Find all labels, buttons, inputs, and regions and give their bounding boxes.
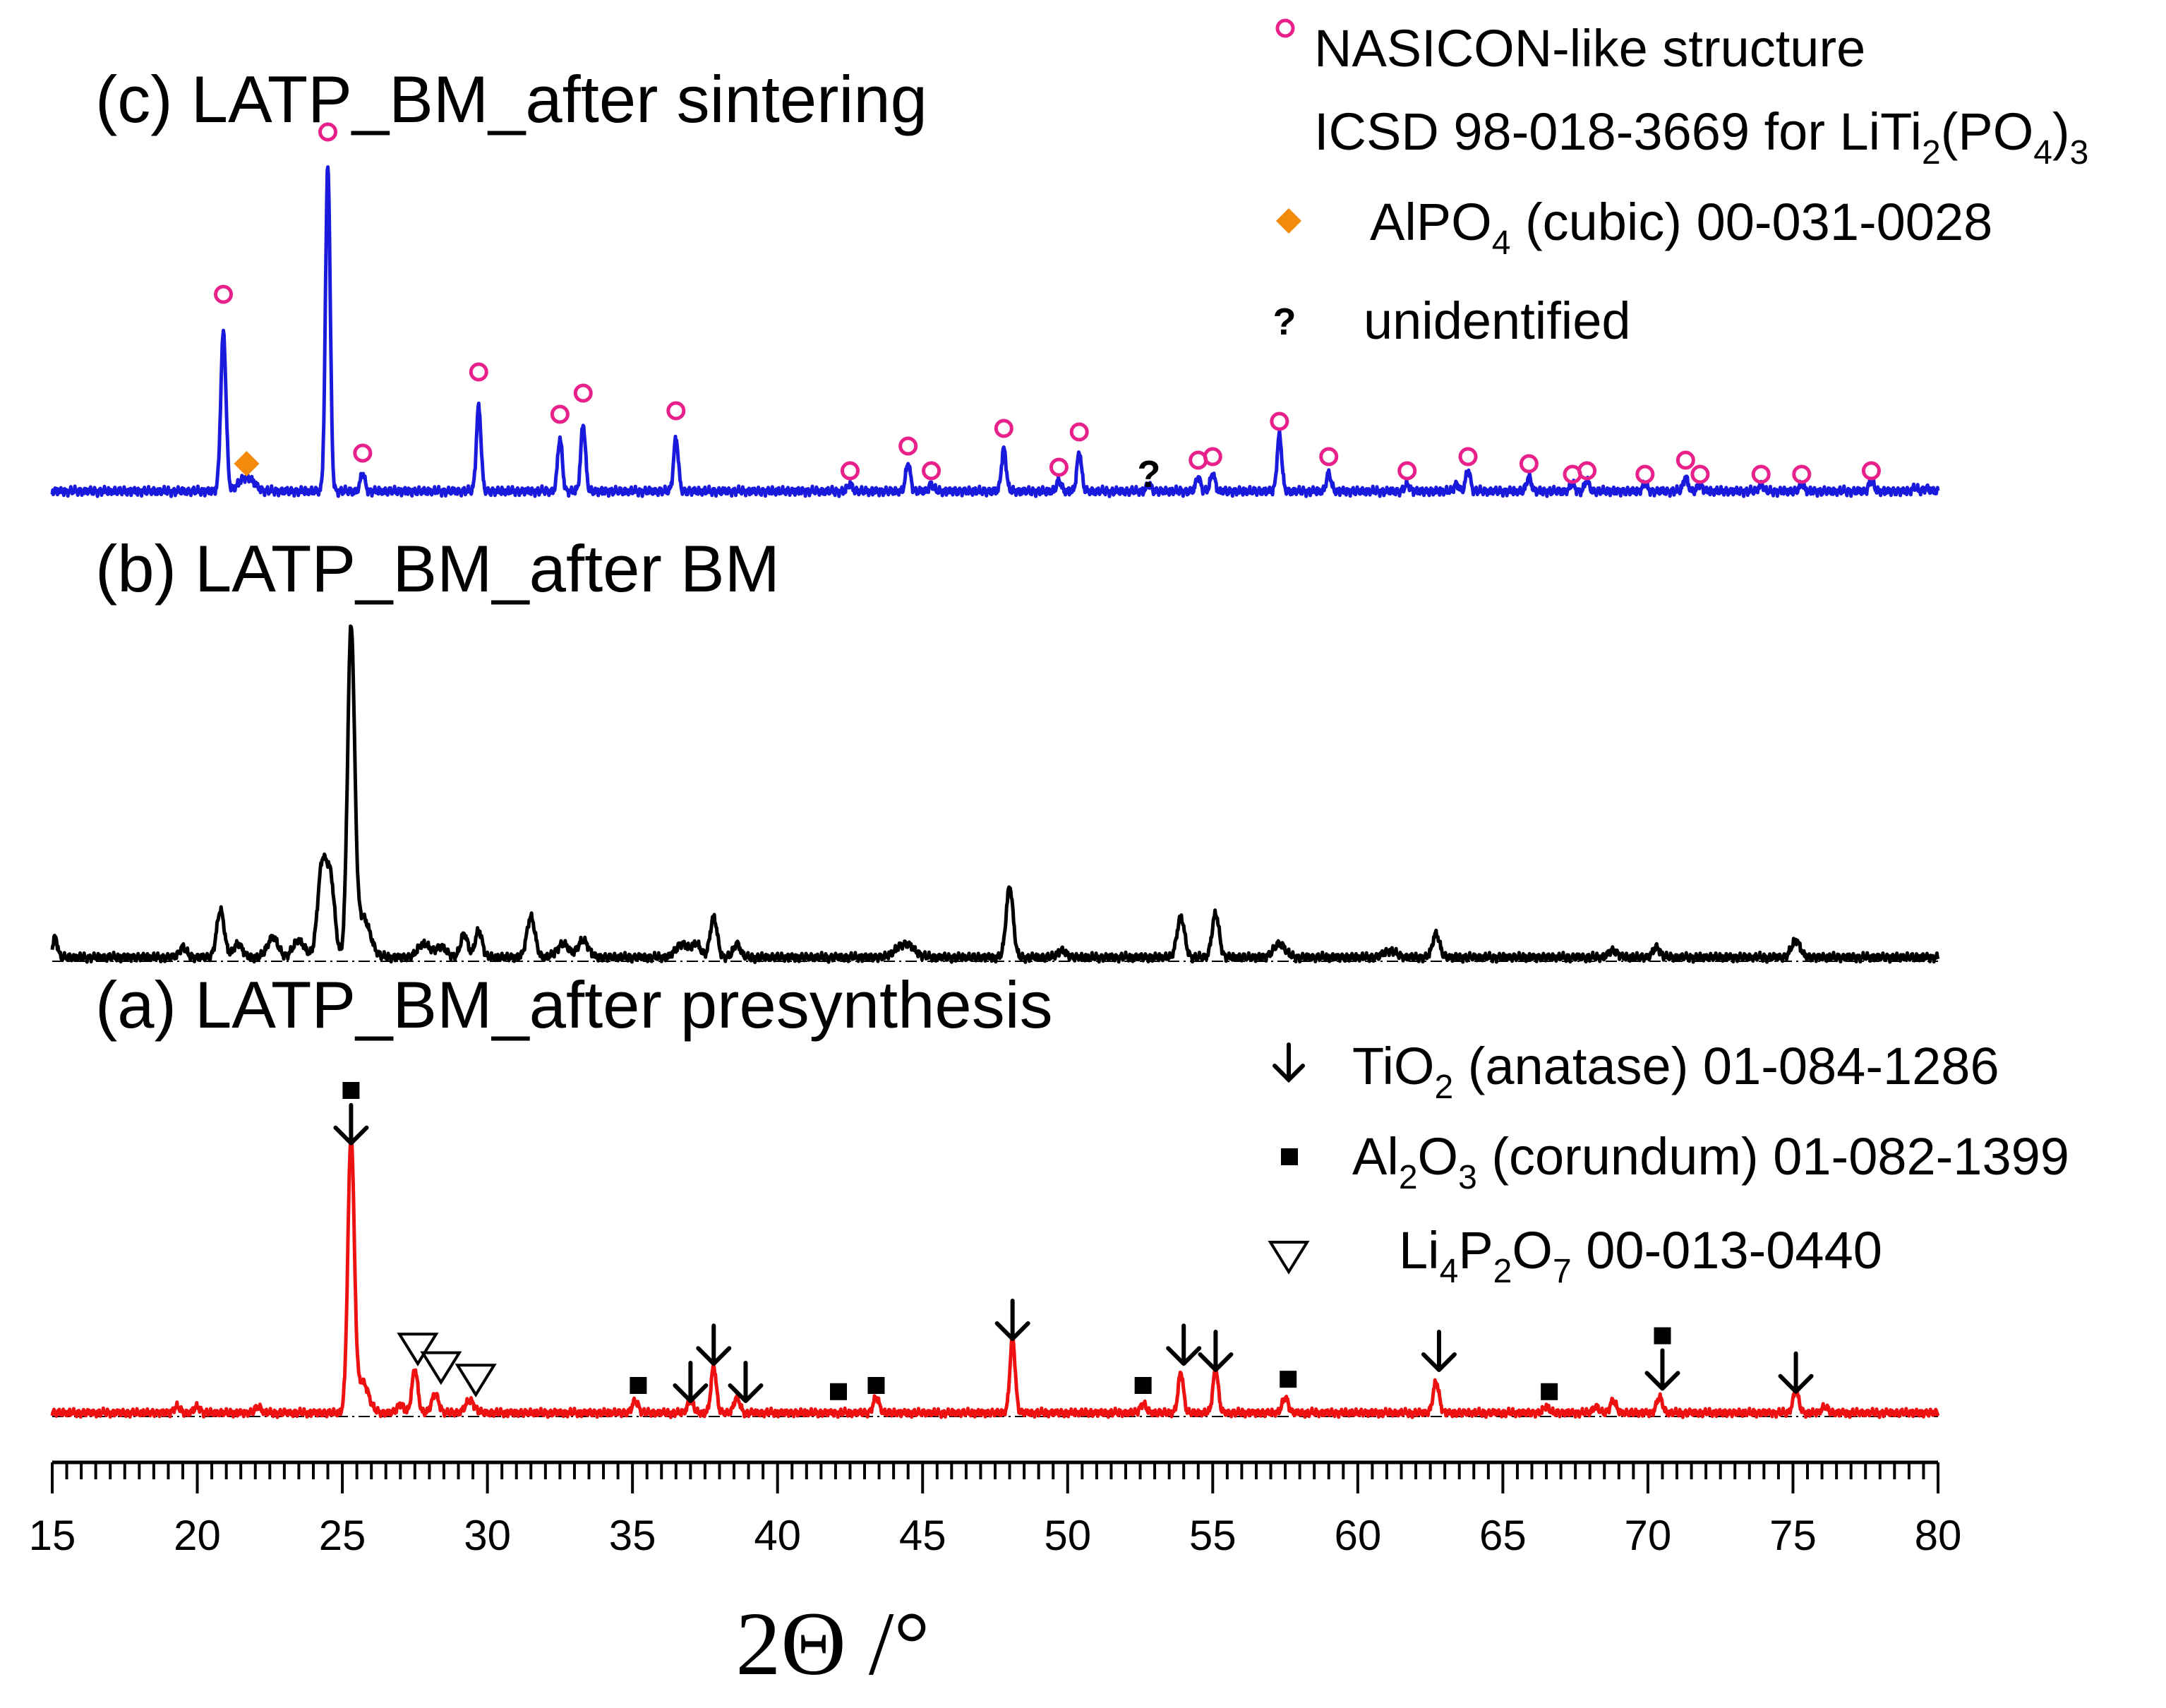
al2o3-marker	[342, 1082, 360, 1099]
legend-bottom: TiO2 (anatase) 01-084-1286 Al2O3 (corund…	[1268, 1037, 2069, 1290]
legend-li4p2o7-icon	[1268, 1241, 1310, 1275]
legend-alpo4-label: AlPO4 (cubic) 00-031-0028	[1370, 193, 1992, 262]
x-tick-label: 50	[1044, 1512, 1091, 1559]
legend-nasicon-line1: NASICON-like structure	[1314, 19, 1865, 78]
legend-unidentified-label: unidentified	[1364, 291, 1631, 350]
legend-li4p2o7-label: Li4P2O7 00-013-0440	[1399, 1221, 1882, 1290]
nasicon-marker	[1690, 464, 1710, 484]
nasicon-marker	[318, 122, 338, 142]
al2o3-marker	[1654, 1327, 1671, 1345]
legend-al2o3-icon	[1281, 1148, 1298, 1165]
nasicon-marker	[1270, 411, 1289, 431]
al2o3-marker	[1134, 1377, 1152, 1394]
nasicon-marker	[1751, 464, 1771, 484]
tio2-marker	[1778, 1351, 1814, 1394]
tio2-marker	[728, 1361, 764, 1403]
al2o3-marker	[830, 1383, 848, 1400]
nasicon-marker	[1458, 447, 1478, 467]
legend-top: NASICON-like structure ICSD 98-018-3669 …	[1273, 18, 2088, 350]
x-tick-label: 35	[609, 1512, 656, 1559]
phase-markers: ?	[214, 122, 1881, 1403]
nasicon-marker	[1519, 454, 1539, 474]
tio2-marker	[1421, 1330, 1457, 1372]
panel-title-c: (c) LATP_BM_after sintering	[95, 62, 927, 136]
nasicon-marker	[666, 401, 686, 421]
x-tick-label: 20	[174, 1512, 221, 1559]
nasicon-marker	[573, 383, 593, 403]
nasicon-marker	[550, 404, 570, 424]
legend-unidentified-icon: ?	[1273, 301, 1296, 343]
nasicon-marker	[1069, 422, 1089, 442]
trace-a	[50, 1136, 1940, 1419]
al2o3-marker	[867, 1377, 885, 1394]
legend-nasicon-icon	[1275, 18, 1295, 38]
x-tick-label: 30	[464, 1512, 511, 1559]
x-axis-label: 2Θ /°	[735, 1594, 929, 1694]
trace-c	[50, 165, 1940, 498]
li4p2o7-marker	[420, 1351, 462, 1385]
nasicon-marker	[898, 436, 918, 456]
x-tick-label: 25	[319, 1512, 366, 1559]
li4p2o7-marker	[455, 1364, 497, 1397]
panel-title-b: (b) LATP_BM_after BM	[95, 531, 780, 606]
nasicon-marker	[469, 362, 488, 382]
tio2-marker	[1198, 1330, 1234, 1372]
nasicon-marker	[1792, 464, 1812, 484]
legend-alpo4-icon	[1276, 208, 1301, 234]
al2o3-marker	[1280, 1371, 1297, 1388]
tio2-marker	[673, 1361, 709, 1403]
unidentified-marker: ?	[1137, 453, 1160, 495]
nasicon-marker	[214, 284, 234, 304]
tio2-marker	[333, 1102, 369, 1145]
tio2-marker	[1644, 1348, 1680, 1391]
x-tick-label: 60	[1334, 1512, 1381, 1559]
nasicon-marker	[1319, 447, 1339, 467]
nasicon-marker	[353, 443, 373, 463]
legend-tio2-icon	[1272, 1042, 1305, 1083]
legend-tio2-label: TiO2 (anatase) 01-084-1286	[1352, 1037, 1999, 1106]
nasicon-marker	[1577, 461, 1597, 481]
nasicon-marker	[1635, 464, 1655, 484]
tio2-marker	[1166, 1323, 1202, 1366]
nasicon-marker	[1861, 461, 1881, 481]
x-tick-label: 40	[754, 1512, 801, 1559]
nasicon-marker	[1397, 461, 1417, 481]
legend-al2o3-label: Al2O3 (corundum) 01-082-1399	[1352, 1127, 2069, 1196]
li4p2o7-marker	[397, 1333, 439, 1366]
x-tick-label: 15	[29, 1512, 76, 1559]
tio2-marker	[994, 1299, 1030, 1341]
xrd-traces	[50, 165, 1940, 1419]
trace-b	[50, 624, 1940, 964]
alpo4-marker	[234, 451, 260, 476]
x-tick-label: 70	[1625, 1512, 1672, 1559]
nasicon-marker	[994, 419, 1013, 438]
panel-title-a: (a) LATP_BM_after presynthesis	[95, 968, 1053, 1042]
x-axis-ticks: 15 20 25 30 35 40 45 50 55 60 65 70 75 80	[29, 1462, 1962, 1559]
nasicon-marker	[922, 461, 941, 481]
x-tick-label: 55	[1189, 1512, 1237, 1559]
legend-nasicon-line2: ICSD 98-018-3669 for LiTi2(PO4)3	[1314, 102, 2088, 172]
nasicon-marker	[1675, 450, 1695, 470]
tio2-marker	[696, 1323, 732, 1366]
nasicon-marker	[1203, 447, 1222, 467]
al2o3-marker	[630, 1377, 647, 1394]
nasicon-marker	[840, 461, 860, 481]
x-tick-label: 65	[1479, 1512, 1527, 1559]
x-tick-label: 80	[1915, 1512, 1962, 1559]
x-tick-label: 75	[1769, 1512, 1817, 1559]
nasicon-marker	[1049, 457, 1069, 477]
x-tick-label: 45	[899, 1512, 946, 1559]
al2o3-marker	[1541, 1383, 1558, 1400]
